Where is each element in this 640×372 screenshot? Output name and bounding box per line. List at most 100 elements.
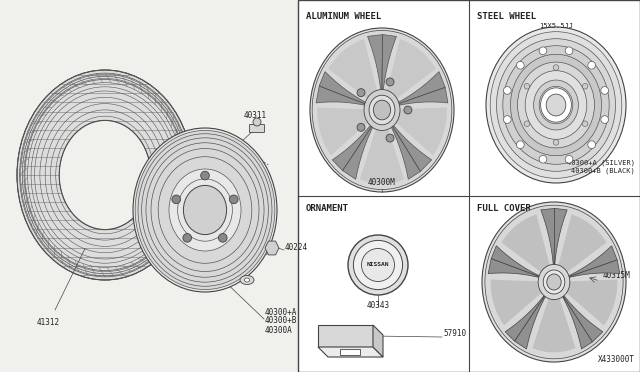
Ellipse shape xyxy=(178,179,232,241)
Circle shape xyxy=(539,47,547,55)
Ellipse shape xyxy=(240,276,254,285)
Ellipse shape xyxy=(547,274,561,290)
Circle shape xyxy=(229,195,238,204)
Text: 40224: 40224 xyxy=(285,243,308,252)
Polygon shape xyxy=(342,123,374,179)
Circle shape xyxy=(504,116,511,124)
Circle shape xyxy=(582,83,588,89)
Polygon shape xyxy=(316,86,368,106)
Circle shape xyxy=(553,65,559,70)
Text: 40300M: 40300M xyxy=(368,178,396,187)
Polygon shape xyxy=(554,280,618,325)
Ellipse shape xyxy=(534,80,579,130)
Ellipse shape xyxy=(482,202,626,362)
Polygon shape xyxy=(360,110,404,184)
Ellipse shape xyxy=(312,31,452,190)
Ellipse shape xyxy=(490,32,622,178)
Ellipse shape xyxy=(169,169,241,251)
Circle shape xyxy=(516,61,524,69)
Ellipse shape xyxy=(158,157,252,263)
Circle shape xyxy=(601,87,609,94)
Circle shape xyxy=(218,234,227,242)
Circle shape xyxy=(404,106,412,114)
Text: NISSAN: NISSAN xyxy=(367,263,389,267)
Polygon shape xyxy=(328,39,382,110)
Circle shape xyxy=(565,155,573,163)
Polygon shape xyxy=(566,260,620,278)
Polygon shape xyxy=(382,35,396,94)
Polygon shape xyxy=(332,123,374,170)
Text: 40315M: 40315M xyxy=(602,271,630,280)
Circle shape xyxy=(183,234,191,242)
Polygon shape xyxy=(566,246,617,278)
Polygon shape xyxy=(561,293,603,342)
Ellipse shape xyxy=(364,90,400,131)
Ellipse shape xyxy=(133,128,277,292)
Ellipse shape xyxy=(538,264,570,299)
Text: 40311: 40311 xyxy=(243,111,267,120)
Polygon shape xyxy=(319,71,369,105)
Polygon shape xyxy=(318,347,383,357)
Ellipse shape xyxy=(189,192,221,228)
Text: ORNAMENT: ORNAMENT xyxy=(306,204,349,213)
Ellipse shape xyxy=(185,187,225,233)
Ellipse shape xyxy=(146,143,264,277)
Polygon shape xyxy=(390,123,432,171)
Text: ALUMINUM WHEEL: ALUMINUM WHEEL xyxy=(306,12,381,21)
Polygon shape xyxy=(390,123,420,179)
Ellipse shape xyxy=(503,46,609,164)
Ellipse shape xyxy=(310,28,454,192)
Ellipse shape xyxy=(17,70,193,280)
Polygon shape xyxy=(367,35,383,94)
Ellipse shape xyxy=(184,185,227,235)
Circle shape xyxy=(357,124,365,131)
FancyBboxPatch shape xyxy=(250,125,264,132)
Ellipse shape xyxy=(373,100,390,120)
Text: STEEL WHEEL: STEEL WHEEL xyxy=(477,12,536,21)
Polygon shape xyxy=(492,246,542,278)
Polygon shape xyxy=(318,325,373,347)
Ellipse shape xyxy=(138,134,272,286)
Polygon shape xyxy=(396,71,445,105)
Text: 40300+A: 40300+A xyxy=(265,308,298,317)
Text: 40300A: 40300A xyxy=(265,326,292,335)
Text: 40343: 40343 xyxy=(367,301,390,310)
Text: FULL COVER: FULL COVER xyxy=(477,204,531,213)
Ellipse shape xyxy=(193,197,216,223)
Circle shape xyxy=(601,116,609,124)
Ellipse shape xyxy=(141,138,268,282)
Ellipse shape xyxy=(546,94,566,116)
Polygon shape xyxy=(541,208,555,267)
Ellipse shape xyxy=(511,54,602,156)
Polygon shape xyxy=(382,108,447,155)
Ellipse shape xyxy=(135,131,275,289)
Circle shape xyxy=(553,140,559,145)
Circle shape xyxy=(539,155,547,163)
Circle shape xyxy=(362,248,394,282)
Circle shape xyxy=(348,235,408,295)
Circle shape xyxy=(565,47,573,55)
Polygon shape xyxy=(502,214,554,282)
Polygon shape xyxy=(340,349,360,355)
Polygon shape xyxy=(382,39,436,110)
Polygon shape xyxy=(491,280,554,325)
Polygon shape xyxy=(532,282,575,352)
Circle shape xyxy=(201,171,209,180)
Ellipse shape xyxy=(60,121,151,230)
Circle shape xyxy=(516,141,524,148)
Ellipse shape xyxy=(518,62,595,148)
Bar xyxy=(298,0,640,372)
Polygon shape xyxy=(515,294,547,349)
Polygon shape xyxy=(554,214,607,282)
Polygon shape xyxy=(396,87,448,106)
Text: 41312: 41312 xyxy=(36,318,60,327)
Polygon shape xyxy=(561,294,593,349)
Ellipse shape xyxy=(244,278,250,282)
Text: 40300+B: 40300+B xyxy=(265,316,298,325)
Ellipse shape xyxy=(369,95,395,125)
Circle shape xyxy=(386,78,394,86)
Text: 40300+B (BLACK): 40300+B (BLACK) xyxy=(572,168,635,174)
Circle shape xyxy=(253,118,261,126)
Polygon shape xyxy=(265,241,279,255)
Text: 57910: 57910 xyxy=(443,329,466,338)
